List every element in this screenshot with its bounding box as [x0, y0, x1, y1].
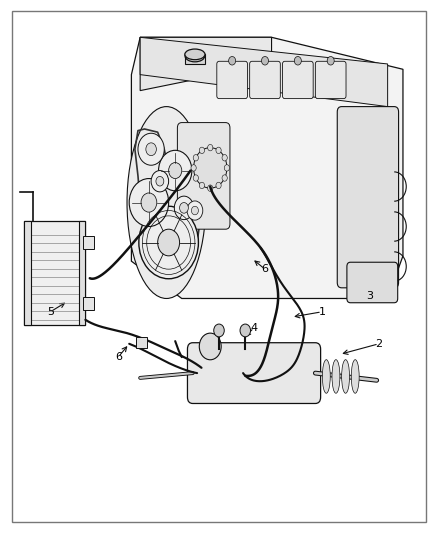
Text: 6: 6	[115, 352, 122, 362]
Circle shape	[191, 206, 198, 215]
Circle shape	[208, 144, 213, 151]
Circle shape	[159, 150, 192, 191]
Circle shape	[199, 333, 221, 360]
Ellipse shape	[351, 360, 359, 393]
Bar	[24, 221, 85, 325]
FancyBboxPatch shape	[347, 262, 398, 303]
Ellipse shape	[185, 49, 205, 60]
Ellipse shape	[127, 107, 206, 298]
Bar	[136, 337, 147, 348]
Circle shape	[169, 163, 182, 179]
Circle shape	[139, 206, 198, 279]
FancyBboxPatch shape	[177, 123, 230, 229]
Circle shape	[191, 165, 196, 171]
Polygon shape	[131, 37, 403, 298]
Bar	[83, 297, 94, 310]
Polygon shape	[140, 37, 272, 91]
Circle shape	[146, 143, 156, 156]
Circle shape	[151, 171, 169, 192]
FancyBboxPatch shape	[187, 343, 321, 403]
Circle shape	[222, 155, 227, 161]
Bar	[185, 54, 205, 64]
Circle shape	[229, 56, 236, 65]
Circle shape	[240, 324, 251, 337]
Circle shape	[199, 182, 205, 189]
FancyBboxPatch shape	[283, 61, 313, 99]
Bar	[24, 221, 31, 325]
Text: 5: 5	[47, 307, 54, 317]
Text: 3: 3	[367, 291, 374, 301]
Circle shape	[224, 165, 230, 171]
Ellipse shape	[322, 360, 330, 393]
Circle shape	[214, 324, 224, 337]
Ellipse shape	[185, 50, 205, 62]
Circle shape	[156, 176, 164, 186]
Circle shape	[138, 133, 164, 165]
Circle shape	[193, 155, 198, 161]
FancyBboxPatch shape	[217, 61, 247, 99]
Circle shape	[180, 203, 188, 213]
FancyBboxPatch shape	[337, 107, 399, 288]
Circle shape	[222, 175, 227, 181]
Text: 1: 1	[318, 307, 325, 317]
Circle shape	[261, 56, 268, 65]
Ellipse shape	[342, 360, 350, 393]
Circle shape	[199, 147, 205, 154]
Circle shape	[327, 56, 334, 65]
Circle shape	[216, 147, 221, 154]
FancyBboxPatch shape	[250, 61, 280, 99]
Circle shape	[208, 185, 213, 191]
Circle shape	[158, 229, 180, 256]
Circle shape	[141, 193, 157, 212]
Circle shape	[294, 56, 301, 65]
Polygon shape	[140, 37, 388, 107]
Circle shape	[174, 196, 194, 220]
Circle shape	[193, 175, 198, 181]
Circle shape	[129, 179, 169, 227]
Ellipse shape	[332, 360, 340, 393]
Circle shape	[216, 182, 221, 189]
Bar	[83, 236, 94, 249]
Text: 6: 6	[261, 264, 268, 274]
Text: 4: 4	[251, 323, 258, 333]
FancyBboxPatch shape	[315, 61, 346, 99]
Circle shape	[187, 201, 203, 220]
Bar	[79, 221, 85, 325]
Circle shape	[194, 148, 227, 188]
Text: 2: 2	[375, 339, 382, 349]
